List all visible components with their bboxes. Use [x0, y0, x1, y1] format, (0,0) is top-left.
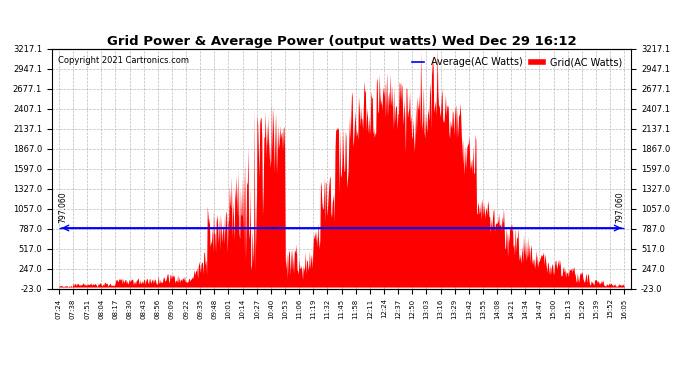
Legend: Average(AC Watts), Grid(AC Watts): Average(AC Watts), Grid(AC Watts) [408, 54, 627, 71]
Text: 797.060: 797.060 [59, 191, 68, 223]
Text: 797.060: 797.060 [615, 191, 624, 223]
Text: Copyright 2021 Cartronics.com: Copyright 2021 Cartronics.com [57, 56, 188, 65]
Title: Grid Power & Average Power (output watts) Wed Dec 29 16:12: Grid Power & Average Power (output watts… [107, 34, 576, 48]
